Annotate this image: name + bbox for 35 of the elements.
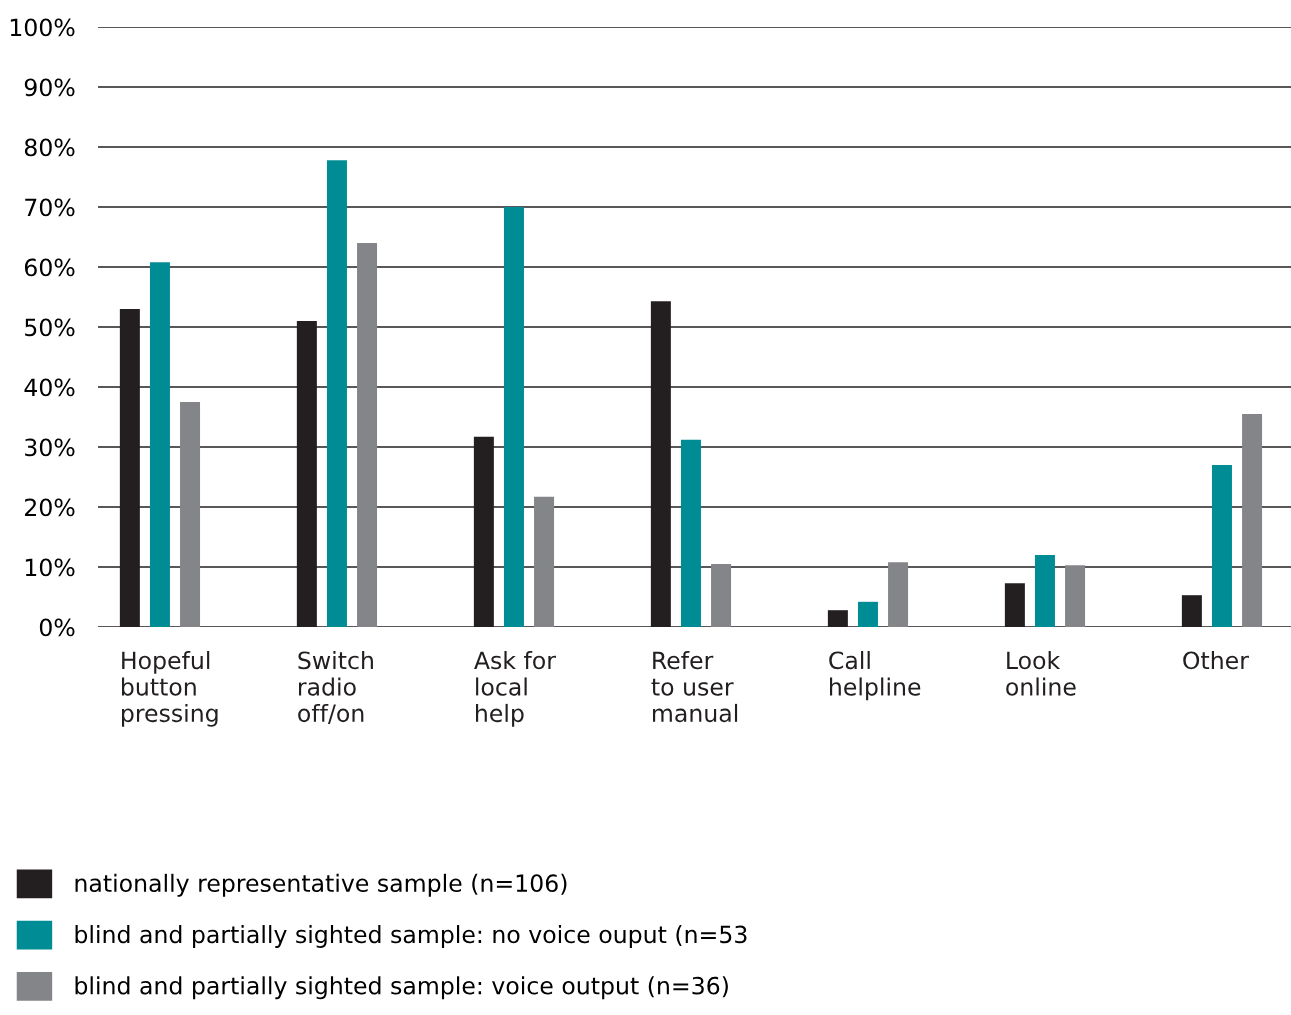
x-tick-label: Switch radio off/on	[298, 651, 373, 725]
y-tick-label: 30%	[25, 438, 75, 457]
y-tick-label: 0%	[39, 618, 75, 637]
y-tick-label: 70%	[25, 198, 75, 217]
bar	[534, 496, 555, 627]
bar	[180, 402, 201, 627]
legend-label: blind and partially sighted sample: no voice ouput (n=53	[75, 925, 747, 948]
x-tick-label: Look online	[1006, 651, 1076, 696]
x-tick-label: Refer to user manual	[651, 651, 738, 723]
y-tick-label: 90%	[24, 78, 75, 97]
bar	[149, 262, 170, 627]
y-tick-label: 80%	[24, 138, 75, 157]
y-tick-label: 20%	[25, 498, 75, 517]
bar	[711, 564, 732, 627]
y-tick-label: 40%	[24, 378, 75, 397]
y-tick-label: 50%	[25, 318, 75, 337]
bar	[1211, 465, 1232, 627]
y-tick-label: 60%	[24, 258, 75, 277]
bar	[1242, 414, 1263, 627]
bar	[888, 562, 909, 627]
bar	[326, 160, 347, 627]
x-tick-label: Other	[1183, 651, 1249, 670]
legend-label: blind and partially sighted sample: voice output (n=36)	[75, 976, 728, 1000]
y-tick-label: 10%	[25, 558, 75, 577]
y-tick-label: 100%	[10, 18, 75, 37]
bar	[1065, 565, 1086, 627]
bar	[357, 243, 378, 627]
x-tick-label: Call helpline	[829, 651, 921, 701]
x-tick-label: Ask for local help	[474, 651, 556, 727]
legend-label: nationally representative sample (n=106)	[75, 873, 567, 897]
x-tick-label: Hopeful button pressing	[122, 651, 218, 727]
bar	[1034, 555, 1055, 627]
bar	[680, 439, 701, 627]
bar	[503, 207, 524, 627]
bar	[857, 601, 878, 627]
